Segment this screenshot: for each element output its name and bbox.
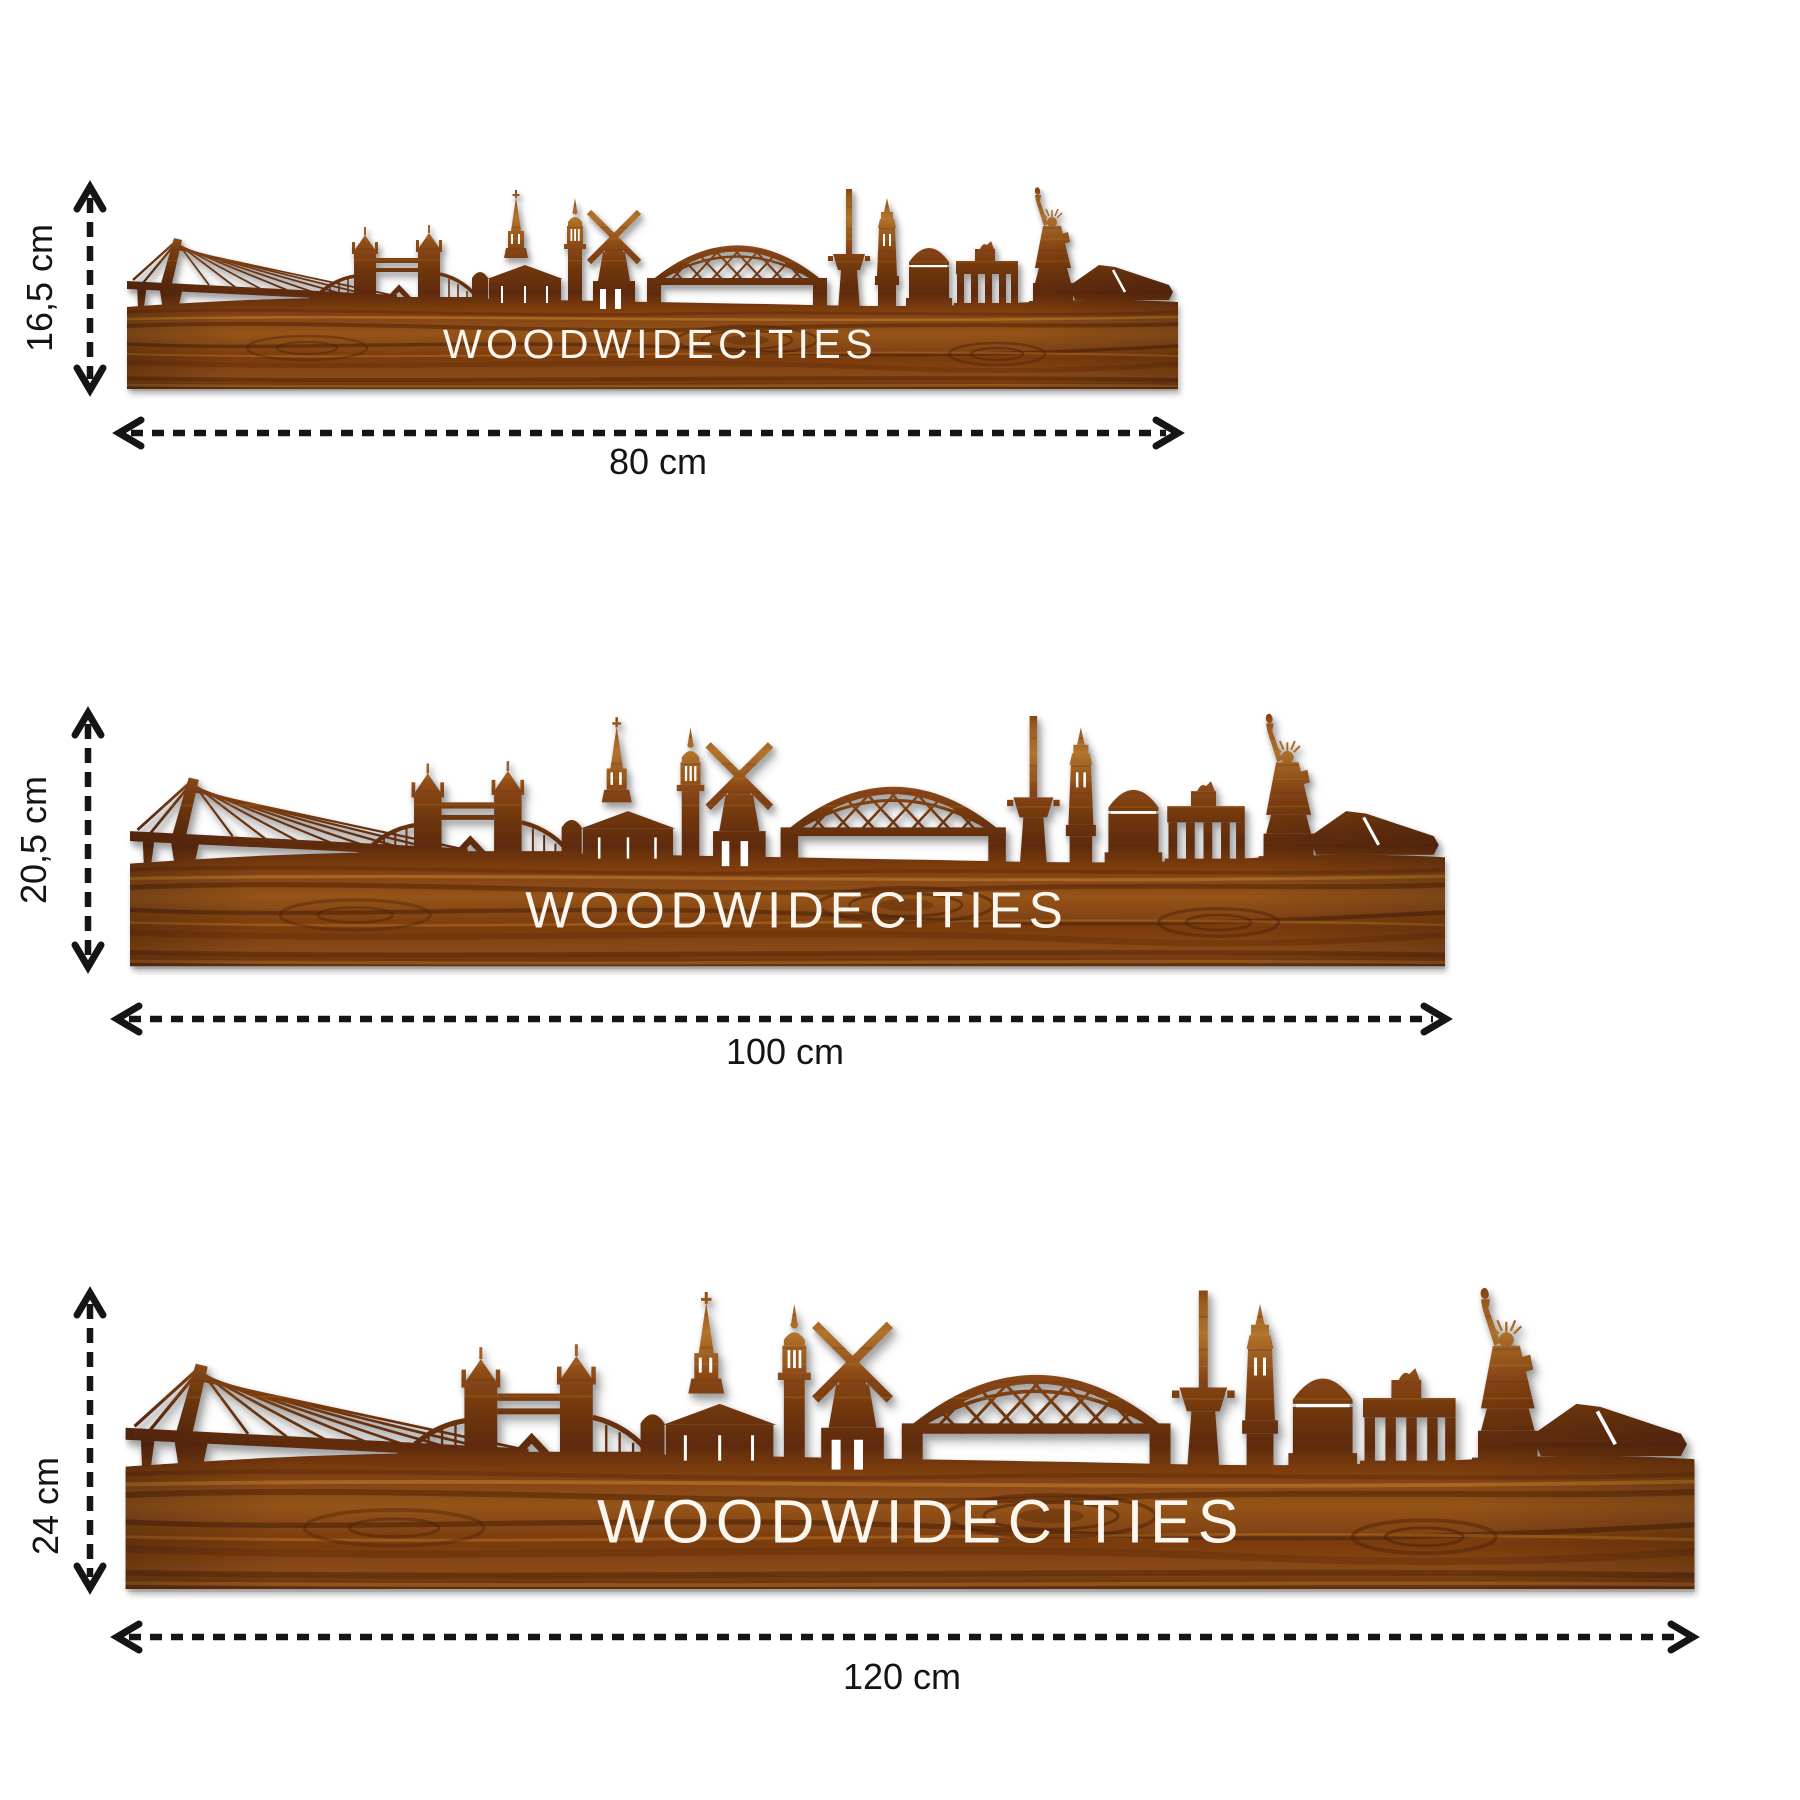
brand-cutout-text: WOODWIDECITIES xyxy=(597,1488,1245,1556)
arrow-down-icon xyxy=(73,364,107,397)
arrow-right-icon xyxy=(1420,1002,1453,1036)
statue-of-liberty-icon xyxy=(1258,713,1319,869)
skyline-art: WOODWIDECITIES xyxy=(125,1287,1695,1590)
width-arrow-100cm xyxy=(110,1002,1453,1036)
arrow-left-icon xyxy=(110,1620,143,1654)
wood-base xyxy=(127,297,1178,389)
dome-pavilion-icon xyxy=(561,819,582,868)
crown-tower-icon xyxy=(564,198,586,311)
height-arrow-100cm xyxy=(71,706,105,974)
arrow-up-icon xyxy=(73,180,107,213)
arrow-right-icon xyxy=(1667,1620,1700,1654)
width-label-100cm: 100 cm xyxy=(726,1031,844,1072)
tower-bridge-icon xyxy=(357,761,573,861)
arrow-up-icon xyxy=(71,706,105,739)
cruise-ship-icon xyxy=(1069,265,1173,300)
brand-cutout-text: WOODWIDECITIES xyxy=(525,881,1068,938)
skyline-art: WOODWIDECITIES xyxy=(130,713,1445,967)
arrow-left-icon xyxy=(112,416,145,450)
ringed-tower-icon xyxy=(1065,727,1096,869)
cruise-ship-icon xyxy=(1308,811,1439,855)
cruise-ship-icon xyxy=(1531,1403,1687,1457)
euromast-tower-icon xyxy=(1171,1290,1235,1473)
ringed-tower-icon xyxy=(875,198,899,311)
width-label-80cm: 80 cm xyxy=(609,441,707,482)
arrow-down-icon xyxy=(71,941,105,974)
width-arrow-120cm xyxy=(110,1620,1700,1654)
statue-of-liberty-icon xyxy=(1471,1287,1544,1473)
arrow-left-icon xyxy=(110,1002,143,1036)
ringed-tower-icon xyxy=(1242,1303,1278,1473)
skyline-image-100cm: WOODWIDECITIES xyxy=(130,713,1445,967)
skyline-image-120cm: WOODWIDECITIES xyxy=(125,1287,1695,1590)
dome-building-icon xyxy=(1288,1378,1358,1473)
lattice-arch-bridge-icon xyxy=(780,786,1006,863)
arrow-down-icon xyxy=(73,1562,107,1595)
wood-base xyxy=(130,851,1445,967)
euromast-tower-icon xyxy=(828,189,870,311)
tower-bridge-icon xyxy=(397,1344,654,1464)
dome-pavilion-icon xyxy=(640,1414,665,1472)
brandenburg-gate-icon xyxy=(1164,781,1248,865)
church-spire-icon xyxy=(662,1291,777,1473)
statue-of-liberty-icon xyxy=(1029,187,1077,311)
height-label-100cm: 20,5 cm xyxy=(13,776,54,904)
dome-pavilion-icon xyxy=(472,272,488,310)
church-spire-icon xyxy=(487,190,563,311)
church-spire-icon xyxy=(580,717,676,869)
windmill-icon xyxy=(812,1321,894,1473)
windmill-icon xyxy=(705,742,774,869)
skyline-image-80cm: WOODWIDECITIES xyxy=(127,187,1178,389)
crown-tower-icon xyxy=(777,1303,811,1473)
height-arrow-80cm xyxy=(73,180,107,397)
arrow-up-icon xyxy=(73,1286,107,1319)
tower-bridge-icon xyxy=(309,225,481,305)
lattice-arch-bridge-icon xyxy=(901,1374,1171,1466)
brandenburg-gate-icon xyxy=(1360,1368,1459,1469)
arrow-right-icon xyxy=(1152,416,1185,450)
brandenburg-gate-icon xyxy=(954,241,1020,308)
width-label-120cm: 120 cm xyxy=(843,1656,961,1697)
windmill-icon xyxy=(586,209,642,311)
height-arrow-120cm xyxy=(73,1286,107,1595)
dome-building-icon xyxy=(1104,789,1163,869)
height-label-120cm: 24 cm xyxy=(25,1457,66,1555)
height-label-80cm: 16,5 cm xyxy=(19,224,60,352)
width-arrow-80cm xyxy=(112,416,1185,450)
euromast-tower-icon xyxy=(1007,716,1060,869)
dome-building-icon xyxy=(906,248,952,311)
crown-tower-icon xyxy=(676,727,705,869)
wood-base xyxy=(125,1452,1695,1590)
brand-cutout-text: WOODWIDECITIES xyxy=(443,321,877,367)
